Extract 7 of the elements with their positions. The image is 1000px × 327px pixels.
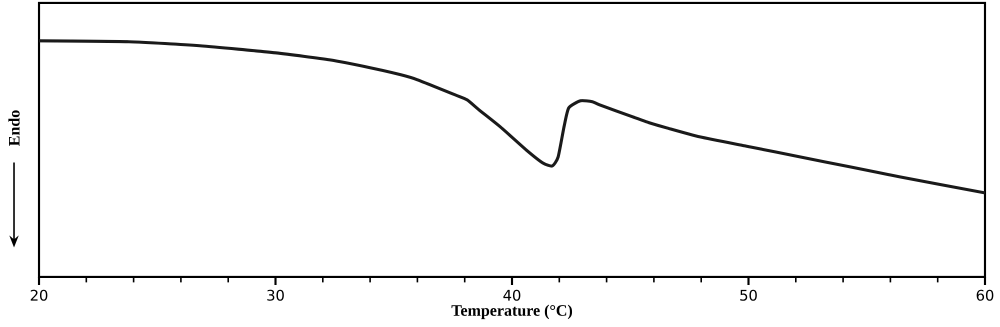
x-axis-title: Temperature (°C) xyxy=(452,304,572,320)
y-axis-title: Endo xyxy=(8,110,20,146)
x-tick-label: 30 xyxy=(267,290,284,301)
x-tick-label: 20 xyxy=(30,290,48,301)
x-tick-label: 50 xyxy=(740,290,757,301)
x-tick-label: 40 xyxy=(503,290,520,301)
x-tick-label: 60 xyxy=(976,290,994,301)
